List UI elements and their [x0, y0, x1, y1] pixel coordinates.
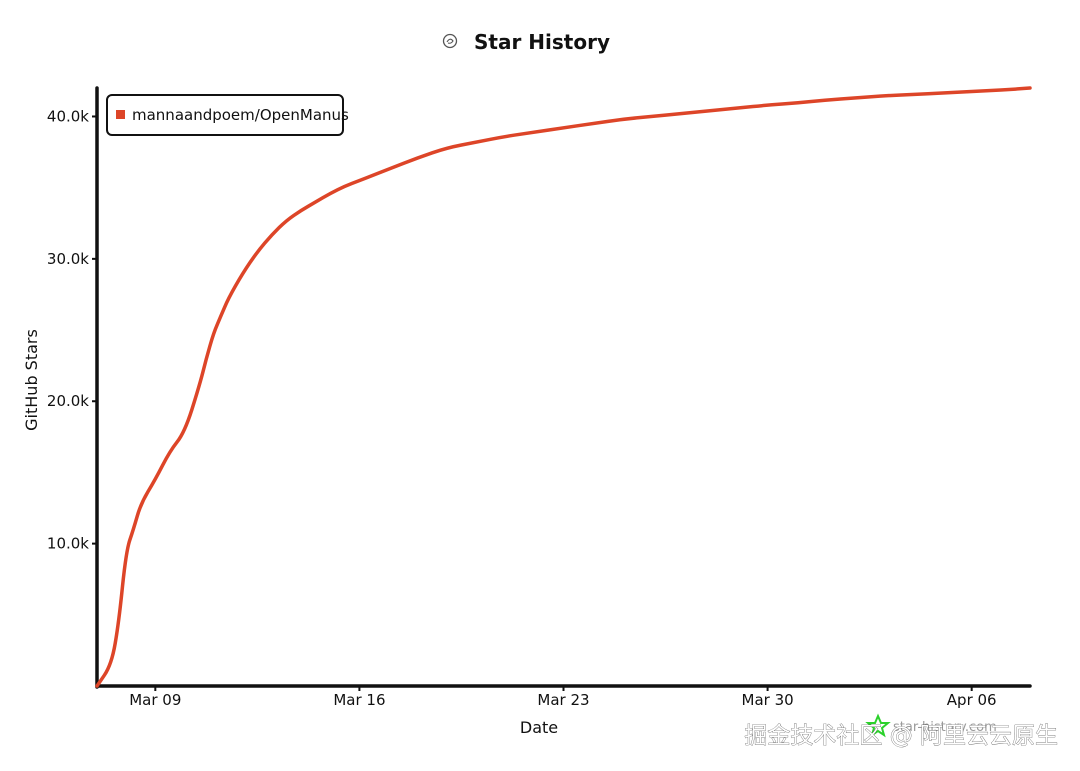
y-tick-label: 30.0k [47, 250, 89, 268]
x-tick-label: Mar 09 [129, 691, 181, 709]
x-tick-label: Mar 16 [333, 691, 385, 709]
chart-title: Star History [474, 30, 610, 54]
legend: mannaandpoem/OpenManus [106, 94, 349, 136]
star-history-logo-icon [442, 33, 458, 49]
x-tick-label: Apr 06 [947, 691, 997, 709]
series-line-0 [95, 86, 1032, 688]
watermark-overlay: 掘金技术社区 @ 阿里云云原生 [744, 723, 1058, 749]
y-tick-label: 20.0k [47, 392, 89, 410]
star-history-logo-icon [865, 713, 891, 738]
x-tick-label: Mar 23 [537, 691, 589, 709]
series-layer [95, 86, 1032, 688]
y-tick-label: 10.0k [47, 535, 89, 553]
y-tick-label: 40.0k [47, 107, 89, 125]
legend-box [106, 94, 344, 136]
y-axis-label: GitHub Stars [22, 329, 41, 431]
watermark: star-history.com 掘金技术社区 @ 阿里云云原生 [744, 713, 1058, 749]
watermark-site: star-history.com [893, 720, 997, 735]
chart-title-group: Star History [442, 30, 610, 54]
y-axis-ticks: 10.0k 20.0k 30.0k 40.0k [47, 107, 97, 553]
x-axis-label: Date [520, 718, 558, 737]
legend-entry-label: mannaandpoem/OpenManus [132, 106, 349, 124]
legend-swatch [116, 110, 125, 119]
x-tick-label: Mar 30 [742, 691, 794, 709]
x-axis-ticks: Mar 09 Mar 16 Mar 23 Mar 30 Apr 06 [129, 686, 997, 709]
